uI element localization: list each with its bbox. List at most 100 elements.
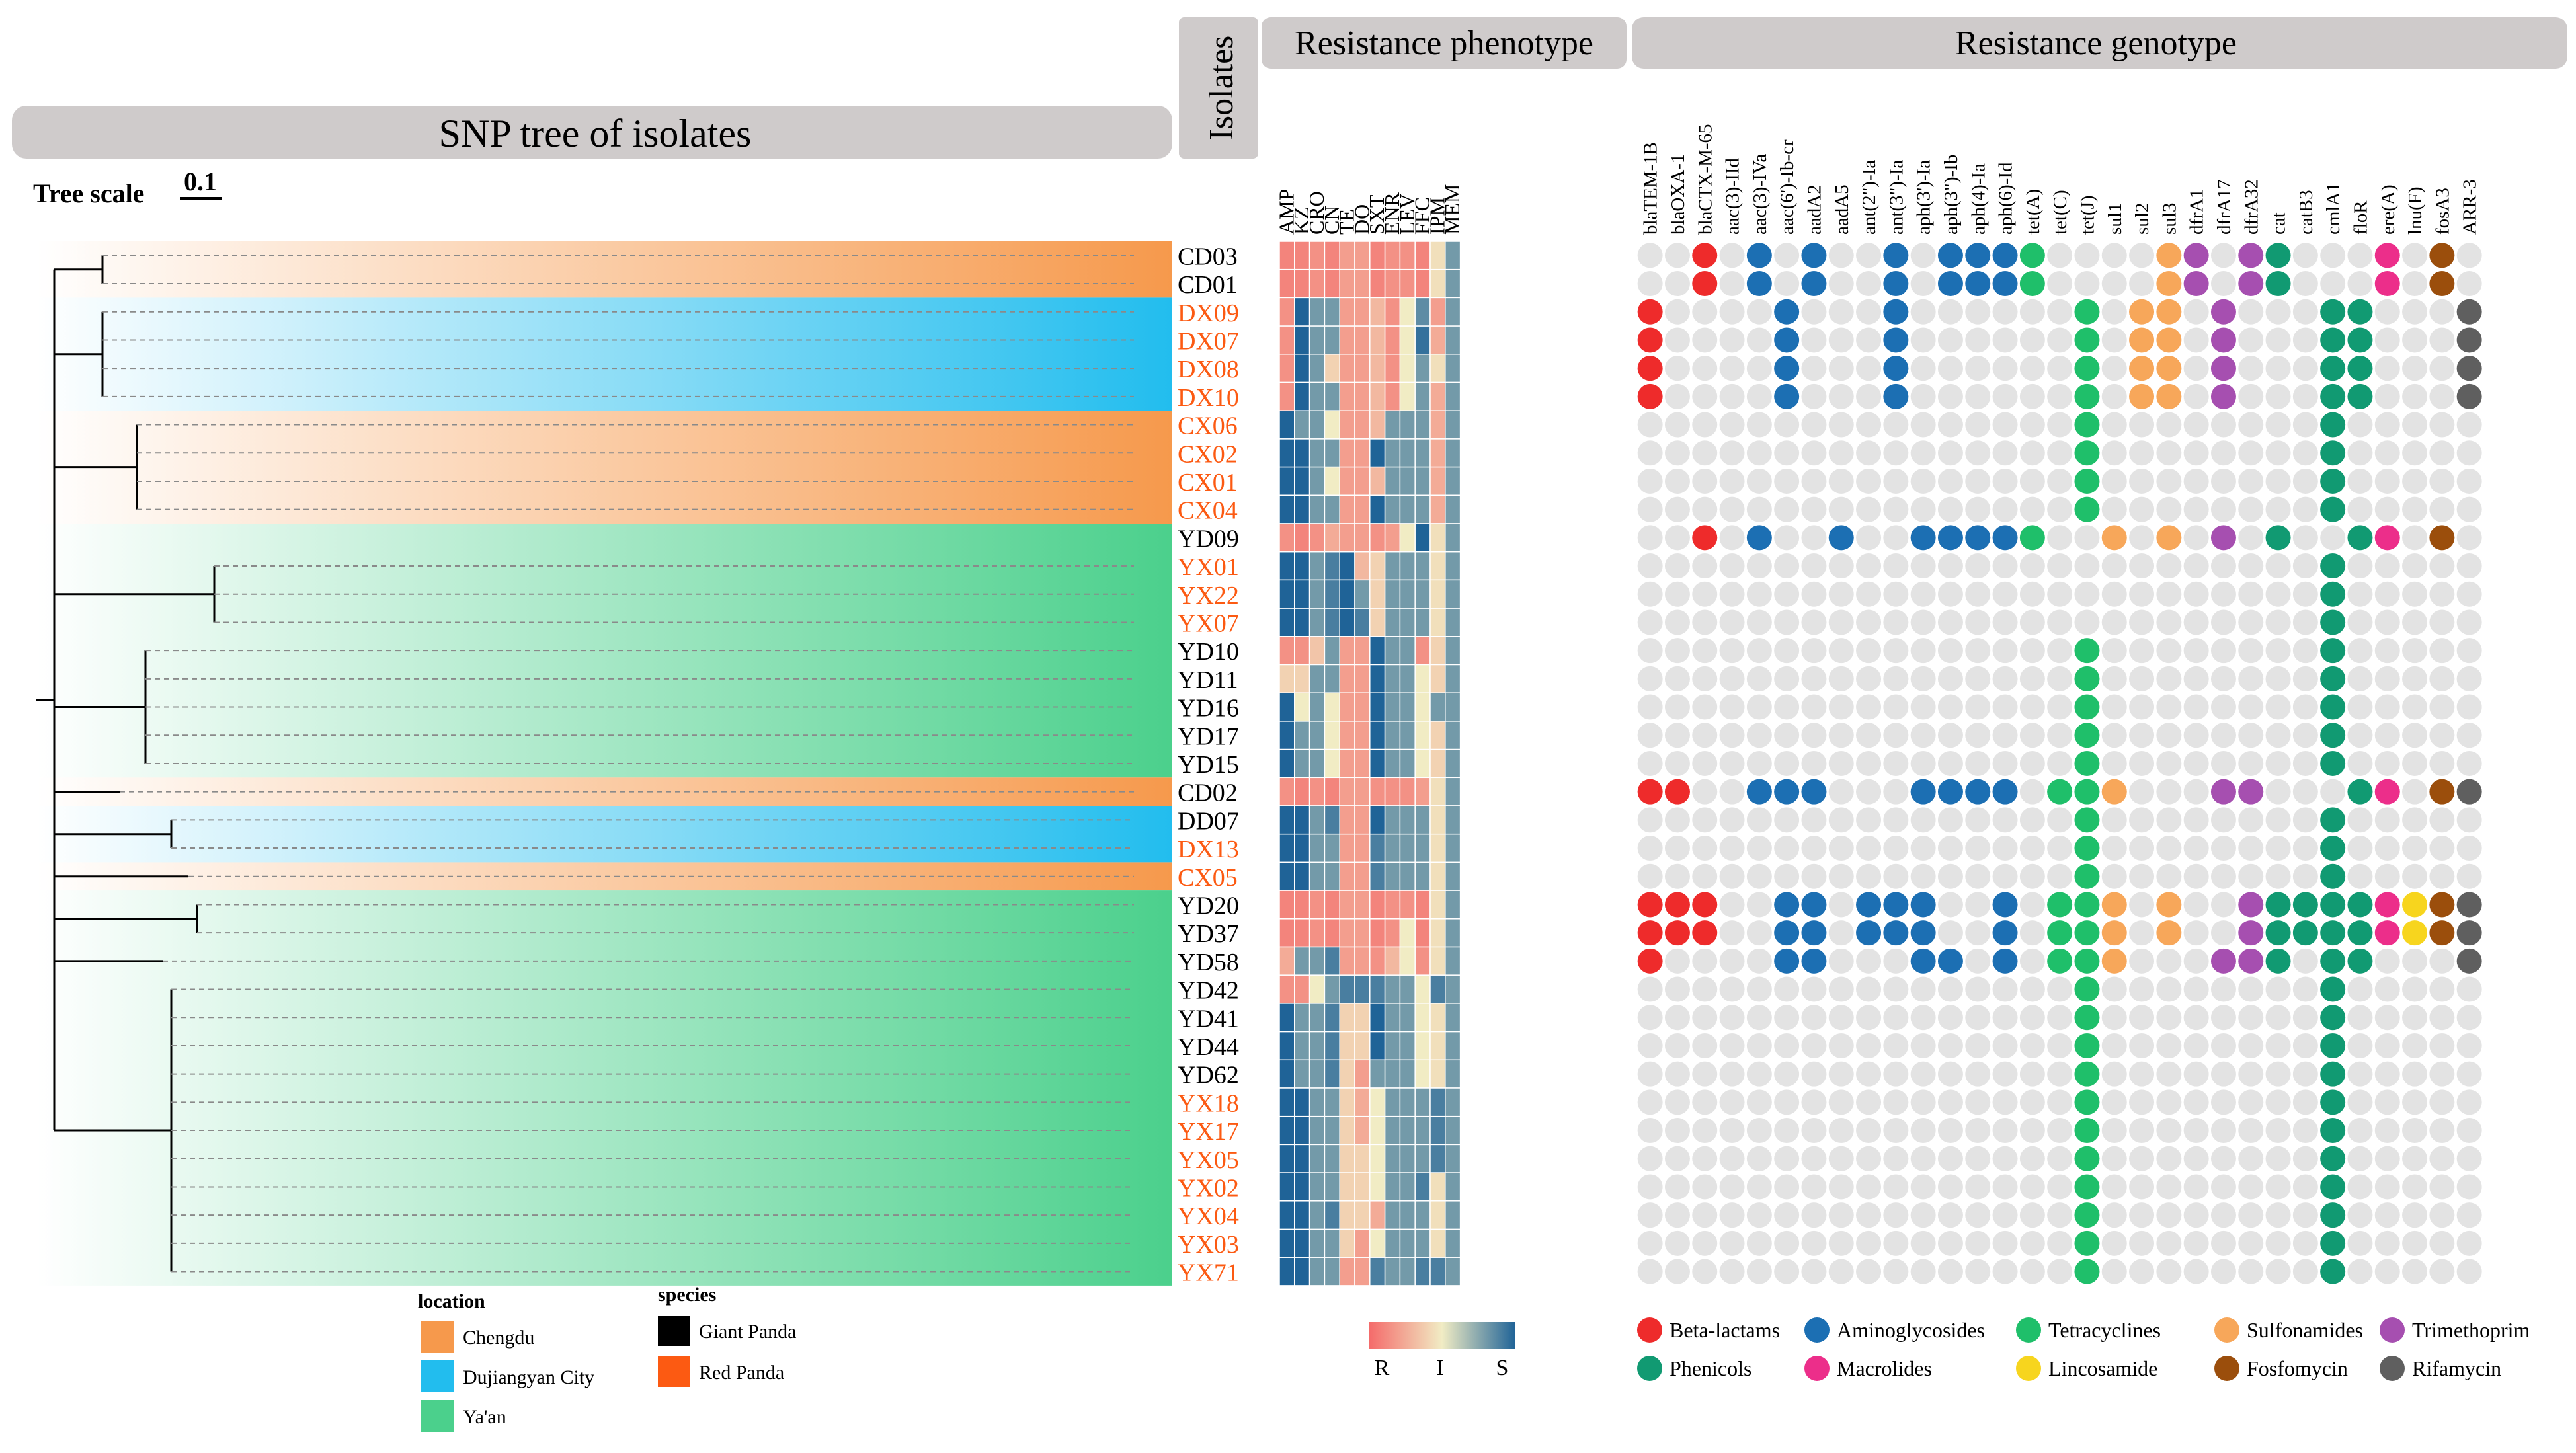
class-legend-dot-trimethoprim bbox=[2380, 1317, 2405, 1343]
gene-present-dot bbox=[2074, 750, 2100, 776]
gene-absent-dot bbox=[2238, 1089, 2264, 1115]
gene-absent-dot bbox=[2238, 863, 2264, 889]
gene-absent-dot bbox=[1664, 271, 1690, 297]
heatmap-cell bbox=[1445, 438, 1461, 468]
gene-absent-dot bbox=[1992, 1033, 2018, 1058]
heatmap-cell bbox=[1384, 325, 1401, 355]
gene-absent-dot bbox=[2374, 1033, 2400, 1058]
gene-present-dot bbox=[1992, 243, 2018, 268]
gene-absent-dot bbox=[2183, 1089, 2209, 1115]
gene-present-dot bbox=[1992, 920, 2018, 946]
gene-header-catb3: catB3 bbox=[2296, 190, 2317, 235]
gene-header-aac-3-iid: aac(3)-IId bbox=[1722, 158, 1744, 235]
gene-absent-dot bbox=[1937, 1259, 1963, 1284]
isolate-label-yd44: YD44 bbox=[1178, 1033, 1239, 1061]
gene-absent-dot bbox=[2374, 1230, 2400, 1256]
gene-absent-dot bbox=[1637, 1118, 1663, 1144]
gene-absent-dot bbox=[2402, 412, 2428, 438]
gene-absent-dot bbox=[1746, 1174, 1772, 1200]
gene-absent-dot bbox=[1856, 750, 1882, 776]
gene-absent-dot bbox=[1746, 807, 1772, 833]
gene-absent-dot bbox=[2019, 1005, 2045, 1031]
heatmap-cell bbox=[1369, 748, 1386, 779]
heatmap-cell bbox=[1384, 1200, 1401, 1230]
heatmap-cell bbox=[1414, 721, 1431, 750]
gene-absent-dot bbox=[2156, 666, 2182, 691]
gene-absent-dot bbox=[1692, 948, 1718, 974]
gene-absent-dot bbox=[1664, 863, 1690, 889]
heatmap-cell bbox=[1279, 636, 1295, 666]
gene-absent-dot bbox=[2347, 1174, 2373, 1200]
gene-absent-dot bbox=[2265, 581, 2291, 607]
gene-absent-dot bbox=[1937, 1061, 1963, 1087]
gene-present-dot bbox=[2265, 271, 2291, 297]
heatmap-cell bbox=[1414, 1031, 1431, 1061]
gene-absent-dot bbox=[1992, 1089, 2018, 1115]
heatmap-cell bbox=[1414, 1115, 1431, 1146]
heatmap-cell bbox=[1369, 1144, 1386, 1173]
gene-absent-dot bbox=[2129, 836, 2155, 861]
gene-absent-dot bbox=[2292, 553, 2318, 579]
gene-absent-dot bbox=[2156, 1202, 2182, 1228]
gene-present-dot bbox=[2101, 779, 2127, 805]
gene-present-dot bbox=[2320, 299, 2346, 325]
gene-absent-dot bbox=[2183, 1202, 2209, 1228]
heatmap-cell bbox=[1384, 297, 1401, 327]
heatmap-cell bbox=[1324, 1200, 1340, 1230]
gene-present-dot bbox=[2347, 948, 2373, 974]
gene-absent-dot bbox=[2019, 638, 2045, 664]
heatmap-cell bbox=[1339, 494, 1355, 524]
heatmap-cell bbox=[1369, 523, 1386, 553]
heatmap-cell bbox=[1308, 608, 1326, 637]
gene-absent-dot bbox=[1910, 412, 1936, 438]
gene-absent-dot bbox=[1664, 1089, 1690, 1115]
gene-absent-dot bbox=[1965, 1202, 1991, 1228]
gene-absent-dot bbox=[1719, 581, 1745, 607]
location-band-dujiangyan-city bbox=[36, 806, 1172, 863]
gene-absent-dot bbox=[1637, 1202, 1663, 1228]
gene-header-dfra1: dfrA1 bbox=[2187, 189, 2208, 235]
heatmap-cell bbox=[1324, 1087, 1340, 1117]
gene-absent-dot bbox=[2238, 356, 2264, 381]
gene-absent-dot bbox=[1910, 440, 1936, 466]
gene-header-dfra32: dfrA32 bbox=[2241, 179, 2262, 235]
gene-absent-dot bbox=[1692, 553, 1718, 579]
gene-absent-dot bbox=[2347, 1202, 2373, 1228]
gene-absent-dot bbox=[1883, 1259, 1909, 1284]
heatmap-cell bbox=[1384, 579, 1401, 609]
gene-absent-dot bbox=[2156, 807, 2182, 833]
heatmap-cell bbox=[1414, 381, 1431, 411]
heatmap-cell bbox=[1429, 664, 1446, 693]
heatmap-cell bbox=[1399, 1257, 1416, 1286]
legend-label-giant-panda: Giant Panda bbox=[699, 1321, 796, 1343]
heatmap-cell bbox=[1279, 551, 1295, 581]
heatmap-cell bbox=[1339, 890, 1355, 920]
heatmap-cell bbox=[1384, 636, 1401, 666]
gene-absent-dot bbox=[2156, 836, 2182, 861]
heatmap-cell bbox=[1339, 1059, 1355, 1089]
gene-absent-dot bbox=[1856, 609, 1882, 635]
gene-absent-dot bbox=[1910, 271, 1936, 297]
phenotype-heatmap bbox=[1279, 241, 1461, 1286]
gene-absent-dot bbox=[1664, 638, 1690, 664]
heatmap-cell bbox=[1279, 664, 1295, 693]
gene-absent-dot bbox=[2292, 1230, 2318, 1256]
gene-absent-dot bbox=[1801, 1259, 1827, 1284]
gene-absent-dot bbox=[2456, 638, 2482, 664]
gene-absent-dot bbox=[2429, 638, 2455, 664]
class-legend-label-phenicols: Phenicols bbox=[1670, 1356, 1751, 1380]
heatmap-cell bbox=[1294, 777, 1310, 806]
gene-absent-dot bbox=[1937, 581, 1963, 607]
heatmap-cell bbox=[1294, 325, 1310, 355]
gene-absent-dot bbox=[2374, 553, 2400, 579]
gene-absent-dot bbox=[2156, 1089, 2182, 1115]
heatmap-cell bbox=[1384, 1003, 1401, 1033]
gene-absent-dot bbox=[2292, 694, 2318, 720]
legend-swatch-red-panda bbox=[658, 1356, 690, 1387]
gene-absent-dot bbox=[2183, 1005, 2209, 1031]
gene-absent-dot bbox=[1856, 1118, 1882, 1144]
gene-absent-dot bbox=[1992, 412, 2018, 438]
gene-absent-dot bbox=[1801, 383, 1827, 409]
gene-absent-dot bbox=[1992, 327, 2018, 353]
heatmap-cell bbox=[1369, 805, 1386, 835]
